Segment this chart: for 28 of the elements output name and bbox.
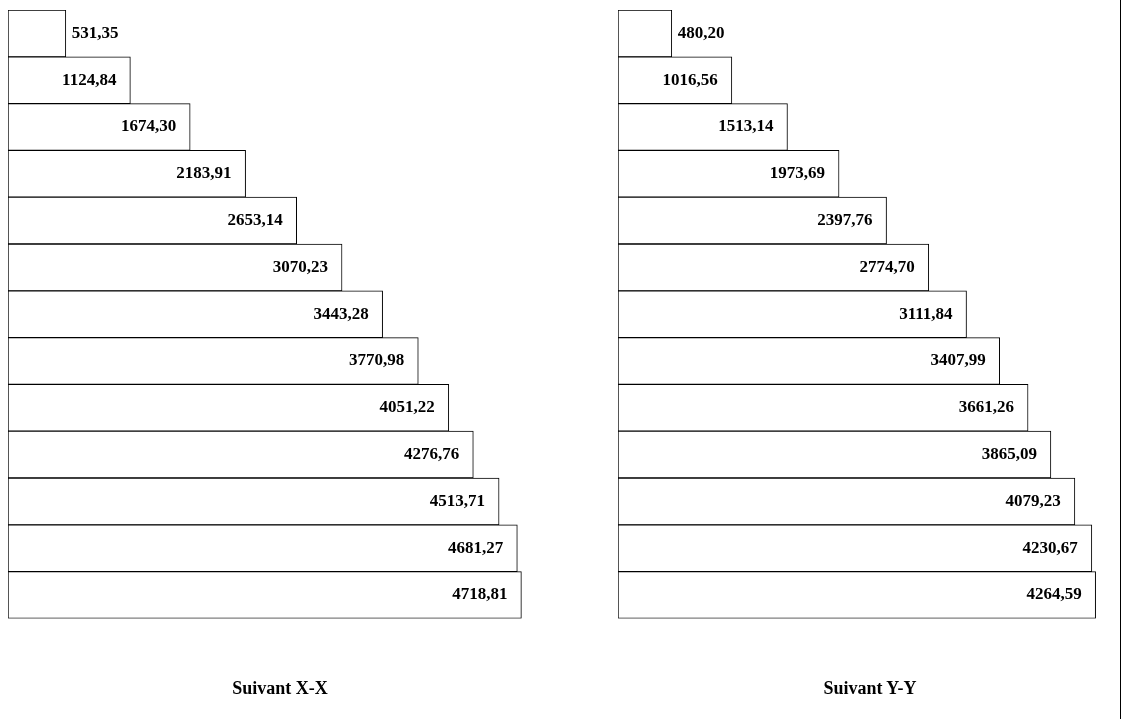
data-label: 1973,69	[769, 163, 826, 183]
data-label: 4230,67	[1022, 537, 1079, 557]
data-label: 480,20	[677, 22, 725, 42]
data-label: 3070,23	[272, 256, 329, 276]
data-label: 3407,99	[930, 350, 986, 370]
data-label: 3865,09	[981, 443, 1037, 463]
data-label: 1124,84	[62, 69, 117, 89]
data-label: 531,35	[71, 22, 119, 42]
data-label: 4264,59	[1026, 584, 1082, 604]
text: Suivant X-X	[232, 677, 328, 698]
data-label: 4718,81	[452, 584, 508, 604]
data-label: 4513,71	[429, 490, 486, 510]
data-label: 4276,76	[404, 443, 460, 463]
data-label: 4079,23	[1005, 490, 1061, 510]
data-label: 1513,14	[718, 116, 774, 136]
data-label: 1016,56	[662, 69, 718, 89]
data-label: 3443,28	[313, 303, 369, 323]
data-label: 2397,76	[817, 209, 873, 229]
text: Suivant Y-Y	[823, 677, 917, 698]
data-label: 4681,27	[448, 537, 504, 557]
data-label: 3661,26	[958, 397, 1015, 417]
data-label: 3111,84	[899, 303, 954, 323]
data-label: 2183,91	[176, 163, 232, 183]
data-label: 3770,98	[349, 350, 405, 370]
data-label: 2653,14	[227, 209, 284, 229]
data-label: 4051,22	[379, 397, 435, 417]
data-label: 2774,70	[859, 256, 915, 276]
data-label: 1674,30	[120, 116, 177, 136]
